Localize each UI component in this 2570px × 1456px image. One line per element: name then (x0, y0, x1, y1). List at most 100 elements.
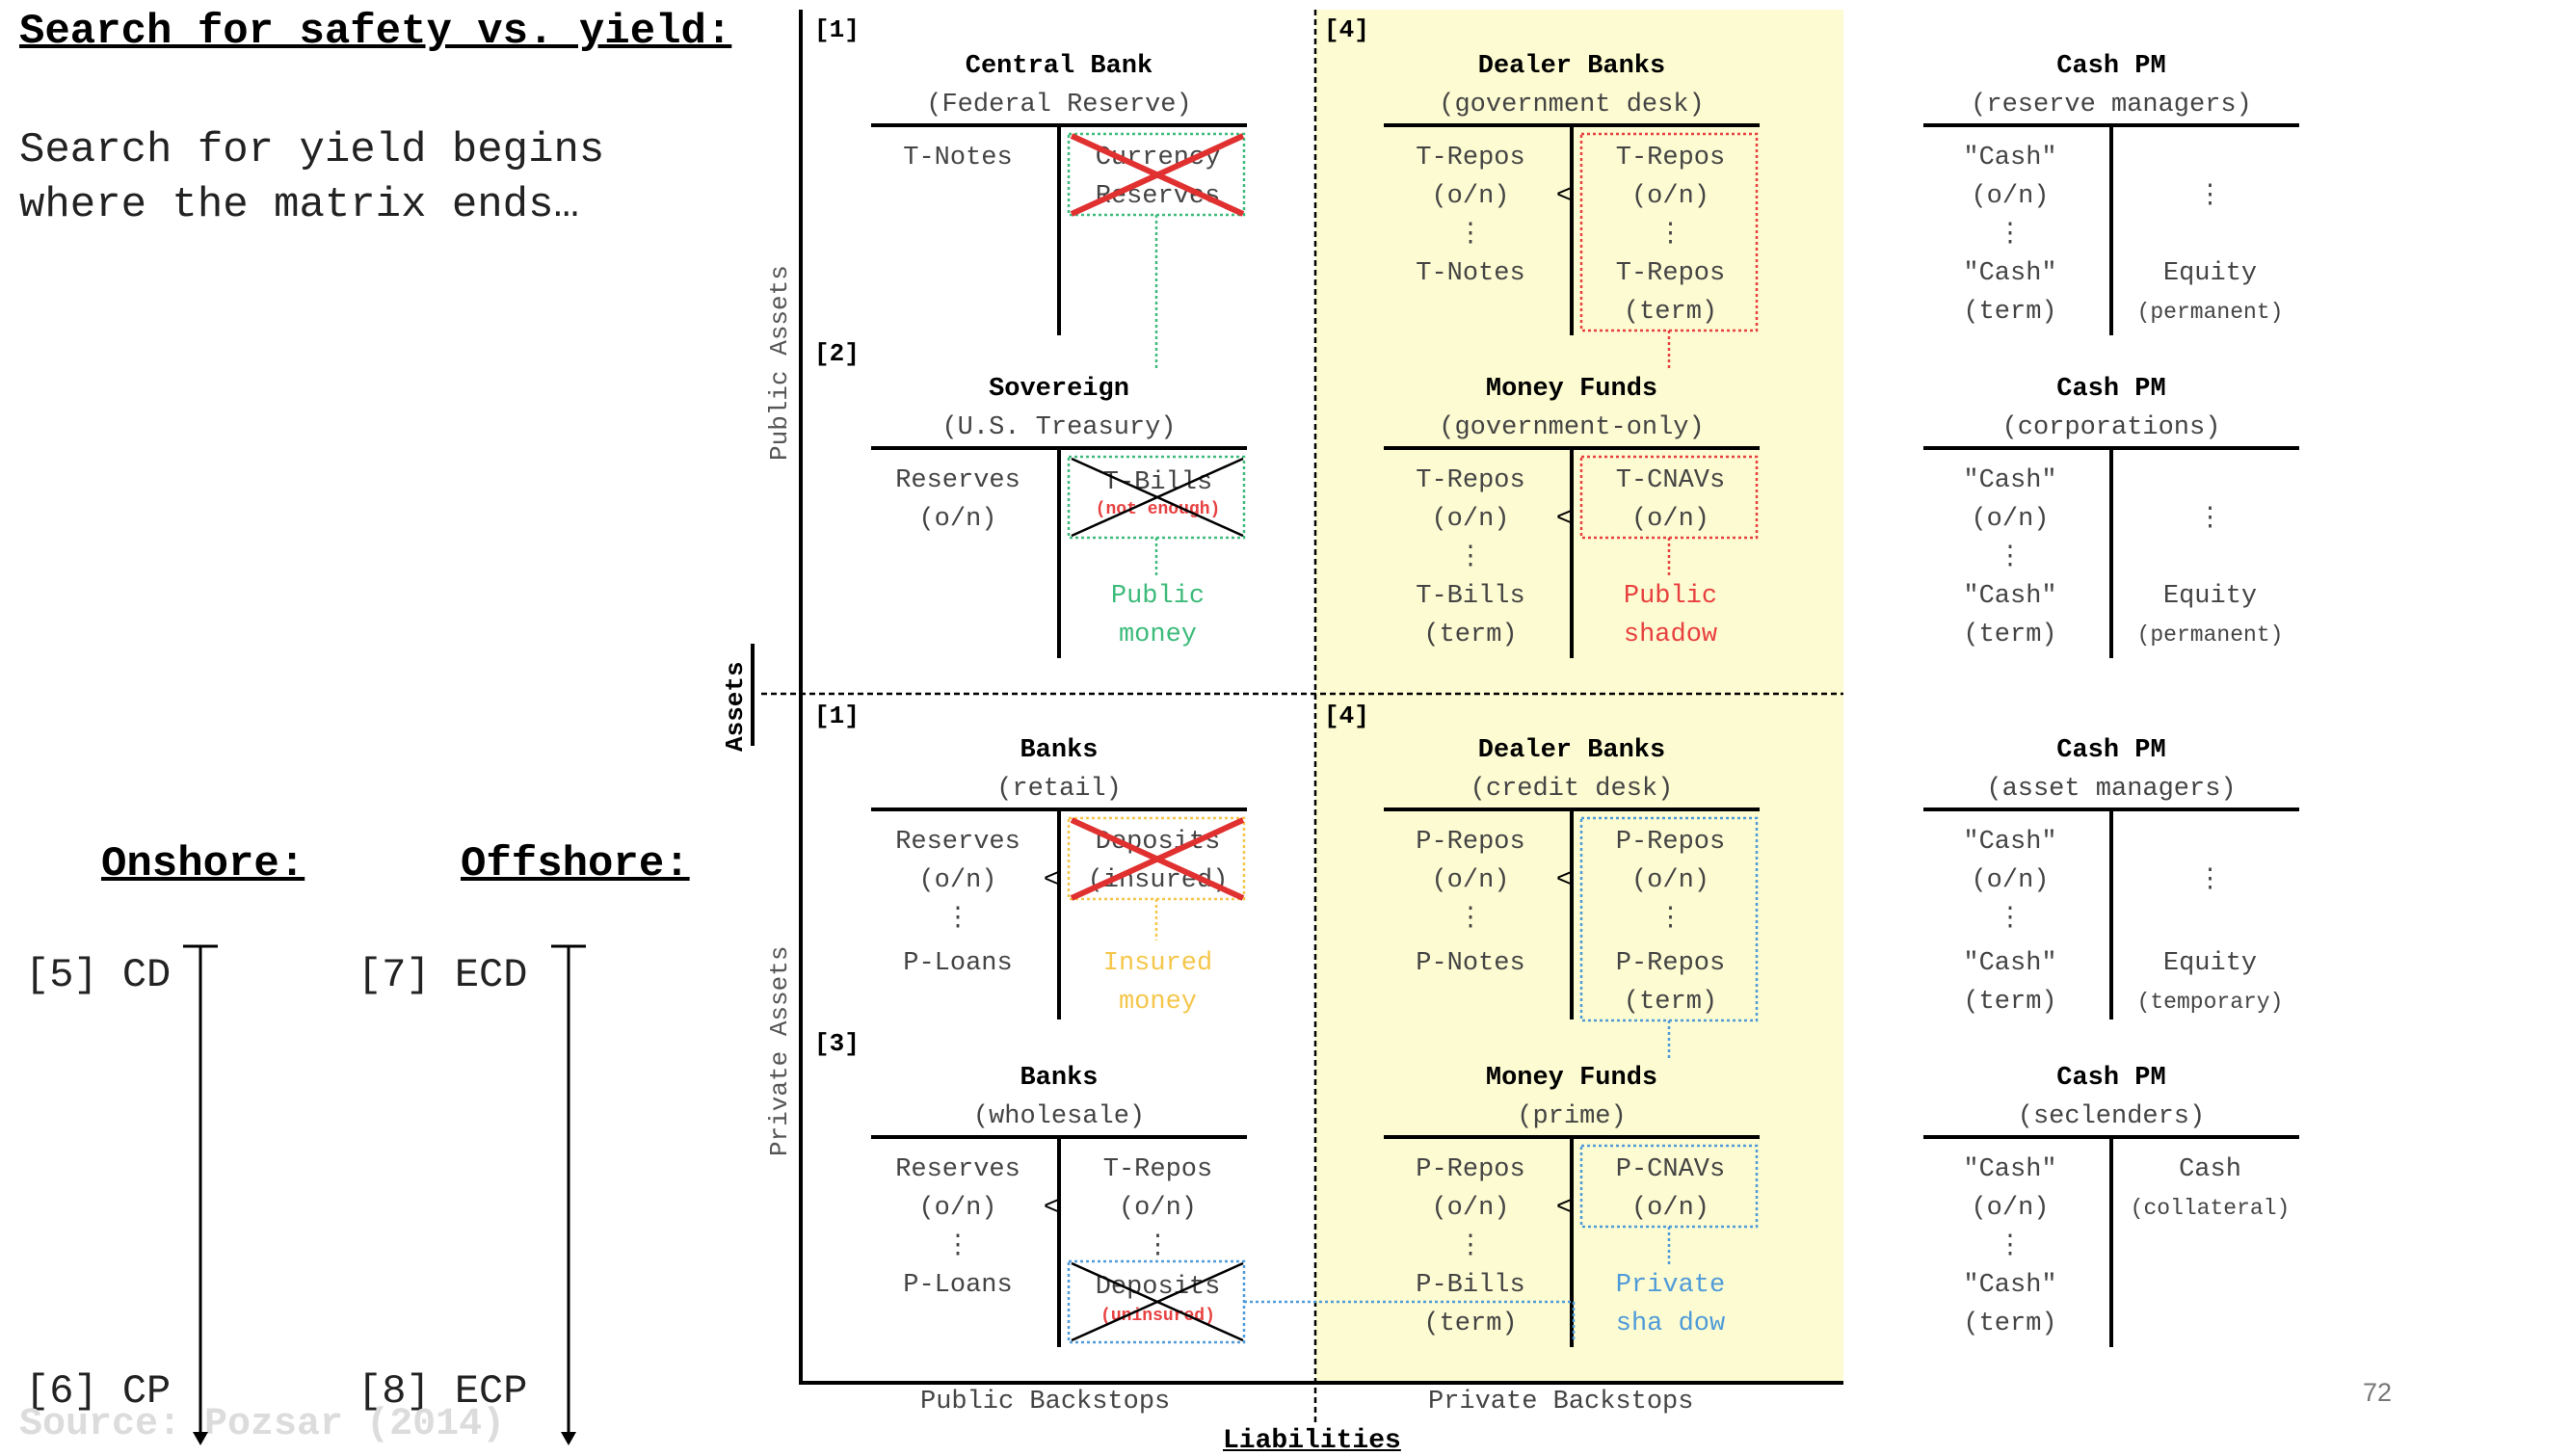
asset-entry: (term) (1423, 621, 1518, 649)
asset-entry: P-Notes (1416, 949, 1525, 978)
balance-sheet-mmf-gov: Money Funds (government-only) T-Repos (o… (1384, 375, 1760, 664)
asset-entry: ⋮ (1457, 543, 1484, 572)
t-account-stem (2109, 1135, 2113, 1347)
liability-entry: (o/n) (1630, 1194, 1709, 1223)
p-repos-box (1579, 816, 1759, 1022)
asset-entry: "Cash" (1963, 828, 2057, 857)
sheet-subtitle: (asset managers) (1986, 775, 2237, 804)
asset-entry: (o/n) (1431, 505, 1510, 534)
sheet-subtitle: (wholesale) (972, 1102, 1146, 1131)
asset-entry: (o/n) (1431, 866, 1510, 895)
sheet-title: Banks (1020, 1064, 1099, 1093)
liability-entry: P-Repos (1615, 949, 1726, 978)
t-account-stem (2109, 123, 2113, 335)
sheet-subtitle: (government desk) (1439, 91, 1705, 119)
maturity-arrows (183, 944, 586, 1445)
sheet-subtitle: (prime) (1517, 1102, 1627, 1131)
asset-entry: (term) (1423, 1310, 1518, 1338)
liability-entry: Cash (2179, 1155, 2241, 1184)
black-cross-uninsured (1071, 1261, 1244, 1342)
t-account-stem (1570, 1135, 1574, 1347)
liability-entry: (term) (1623, 988, 1718, 1017)
asset-entry: P-Bills (1416, 1271, 1525, 1300)
t-cnavs-box (1579, 455, 1759, 540)
tag-2: [2] (814, 339, 860, 368)
liability-entry: T-Repos (1615, 259, 1726, 288)
offshore-heading: Offshore: (461, 840, 690, 888)
liability-entry: (temporary) (2136, 990, 2284, 1015)
asset-entry: (o/n) (1431, 182, 1510, 211)
asset-entry: ⋮ (944, 1232, 971, 1261)
liability-note: (uninsured) (1100, 1307, 1215, 1326)
sheet-title: Cash PM (2056, 1064, 2166, 1093)
sheet-title: Sovereign (989, 375, 1129, 404)
balance-sheet-cashpm-reserve: Cash PM (reserve managers) "Cash" (o/n) … (1923, 52, 2299, 341)
sheet-subtitle: (government-only) (1439, 413, 1705, 442)
offshore-arrowhead (561, 1432, 576, 1445)
page-title: Search for safety vs. yield: (19, 8, 732, 56)
less-than-sign: < (1043, 866, 1060, 895)
t-account-stem (1057, 446, 1061, 658)
asset-entry: (o/n) (1971, 1194, 2050, 1223)
sheet-title: Cash PM (2056, 736, 2166, 765)
liability-entry: (o/n) (1630, 182, 1709, 211)
asset-entry: ⋮ (1457, 221, 1484, 250)
offshore-ecp-label: [8] ECP (358, 1368, 528, 1415)
liability-entry: ⋮ (2197, 182, 2223, 211)
asset-entry: "Cash" (1963, 144, 2057, 172)
red-cross-deposits (1070, 817, 1245, 901)
balance-sheet-sovereign: Sovereign (U.S. Treasury) Reserves (o/n)… (871, 375, 1247, 664)
asset-entry: "Cash" (1963, 582, 2057, 611)
liability-entry: (o/n) (1630, 505, 1709, 534)
onshore-cd-label: [5] CD (25, 952, 172, 998)
sheet-subtitle: (reserve managers) (1971, 91, 2252, 119)
sheet-title: Central Bank (965, 52, 1153, 81)
t-account-stem (1057, 123, 1061, 335)
balance-sheet-cashpm-sec: Cash PM (seclenders) "Cash" (o/n) ⋮ "Cas… (1923, 1064, 2299, 1353)
less-than-sign: < (1555, 505, 1573, 534)
liability-entry: T-Repos (1615, 144, 1726, 172)
asset-entry: T-Notes (903, 144, 1013, 172)
money-label: Private (1615, 1271, 1726, 1300)
asset-entry: (term) (1963, 298, 2057, 327)
t-account-stem (1570, 807, 1574, 1019)
offshore-ecd-label: [7] ECD (358, 952, 528, 998)
liability-entry: (o/n) (1118, 1194, 1197, 1223)
asset-entry: (o/n) (1971, 182, 2050, 211)
asset-entry: P-Repos (1416, 828, 1525, 857)
tag-3: [3] (814, 1029, 860, 1058)
liability-entry: Equity (2162, 582, 2258, 611)
asset-entry: T-Repos (1416, 466, 1525, 495)
money-label: sha dow (1615, 1310, 1726, 1338)
tag-4-bottom: [4] (1324, 702, 1369, 730)
money-label: Public (1623, 582, 1718, 611)
source-note: Source: Pozsar (2014) (19, 1403, 506, 1446)
liability-entry: (collateral) (2130, 1196, 2291, 1221)
asset-entry: ⋮ (1457, 905, 1484, 934)
asset-entry: T-Bills (1416, 582, 1525, 611)
asset-entry: (o/n) (1971, 866, 2050, 895)
liability-entry: P-Repos (1615, 828, 1726, 857)
axis-public-backstops: Public Backstops (920, 1388, 1171, 1416)
less-than-sign: < (1555, 182, 1573, 211)
tag-1-bottom: [1] (814, 702, 860, 730)
sheet-title: Money Funds (1485, 1064, 1658, 1093)
money-label: shadow (1623, 621, 1718, 649)
asset-entry: (term) (1963, 1310, 2057, 1338)
tag-4-top: [4] (1324, 15, 1369, 44)
liability-entry: (permanent) (2136, 622, 2284, 648)
balance-sheet-banks-wholesale: Banks (wholesale) Reserves (o/n) ⋮ P-Loa… (871, 1064, 1247, 1353)
liability-entry: T-CNAVs (1615, 466, 1726, 495)
balance-sheet-cashpm-asset: Cash PM (asset managers) "Cash" (o/n) ⋮ … (1923, 736, 2299, 1025)
main-vertical-axis (799, 10, 803, 1385)
liability-entry: T-Repos (1102, 1155, 1213, 1184)
page-number: 72 (2363, 1378, 2393, 1407)
liability-entry: T-Bills (1102, 468, 1213, 497)
liability-entry: (permanent) (2136, 300, 2284, 325)
liability-entry: P-CNAVs (1615, 1155, 1726, 1184)
less-than-sign: < (1555, 1194, 1573, 1223)
black-cross-tbills (1071, 457, 1244, 538)
liability-entry: ⋮ (1657, 905, 1683, 934)
